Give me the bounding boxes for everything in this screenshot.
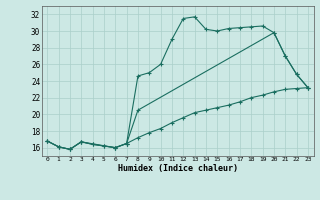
- X-axis label: Humidex (Indice chaleur): Humidex (Indice chaleur): [118, 164, 237, 173]
